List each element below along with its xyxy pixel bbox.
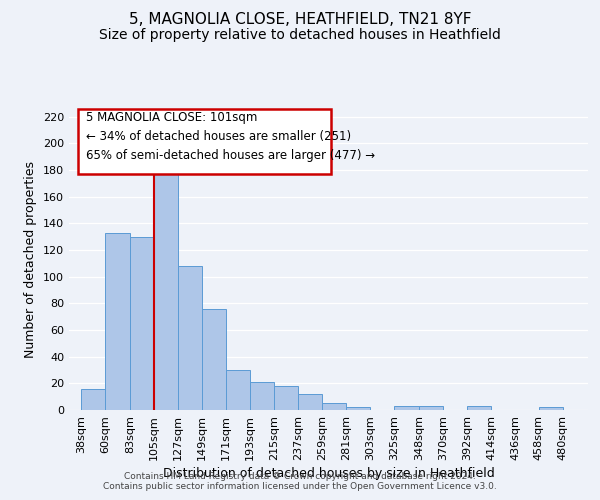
Bar [130, 236, 154, 410]
Text: Size of property relative to detached houses in Heathfield: Size of property relative to detached ho… [99, 28, 501, 42]
Bar [467, 406, 491, 410]
Bar [322, 404, 346, 410]
Bar [298, 394, 322, 410]
FancyBboxPatch shape [79, 108, 331, 174]
Bar [346, 408, 370, 410]
Bar [202, 308, 226, 410]
Bar [250, 382, 274, 410]
Text: Contains HM Land Registry data © Crown copyright and database right 2024.: Contains HM Land Registry data © Crown c… [124, 472, 476, 481]
Bar [419, 406, 443, 410]
Text: 5 MAGNOLIA CLOSE: 101sqm
← 34% of detached houses are smaller (251)
65% of semi-: 5 MAGNOLIA CLOSE: 101sqm ← 34% of detach… [86, 112, 376, 162]
Bar [274, 386, 298, 410]
Bar [154, 166, 178, 410]
X-axis label: Distribution of detached houses by size in Heathfield: Distribution of detached houses by size … [163, 467, 494, 480]
Bar [81, 388, 105, 410]
Bar [539, 408, 563, 410]
Bar [105, 232, 130, 410]
Text: Contains public sector information licensed under the Open Government Licence v3: Contains public sector information licen… [103, 482, 497, 491]
Bar [178, 266, 202, 410]
Text: 5, MAGNOLIA CLOSE, HEATHFIELD, TN21 8YF: 5, MAGNOLIA CLOSE, HEATHFIELD, TN21 8YF [129, 12, 471, 28]
Bar [226, 370, 250, 410]
Y-axis label: Number of detached properties: Number of detached properties [25, 162, 37, 358]
Bar [394, 406, 419, 410]
